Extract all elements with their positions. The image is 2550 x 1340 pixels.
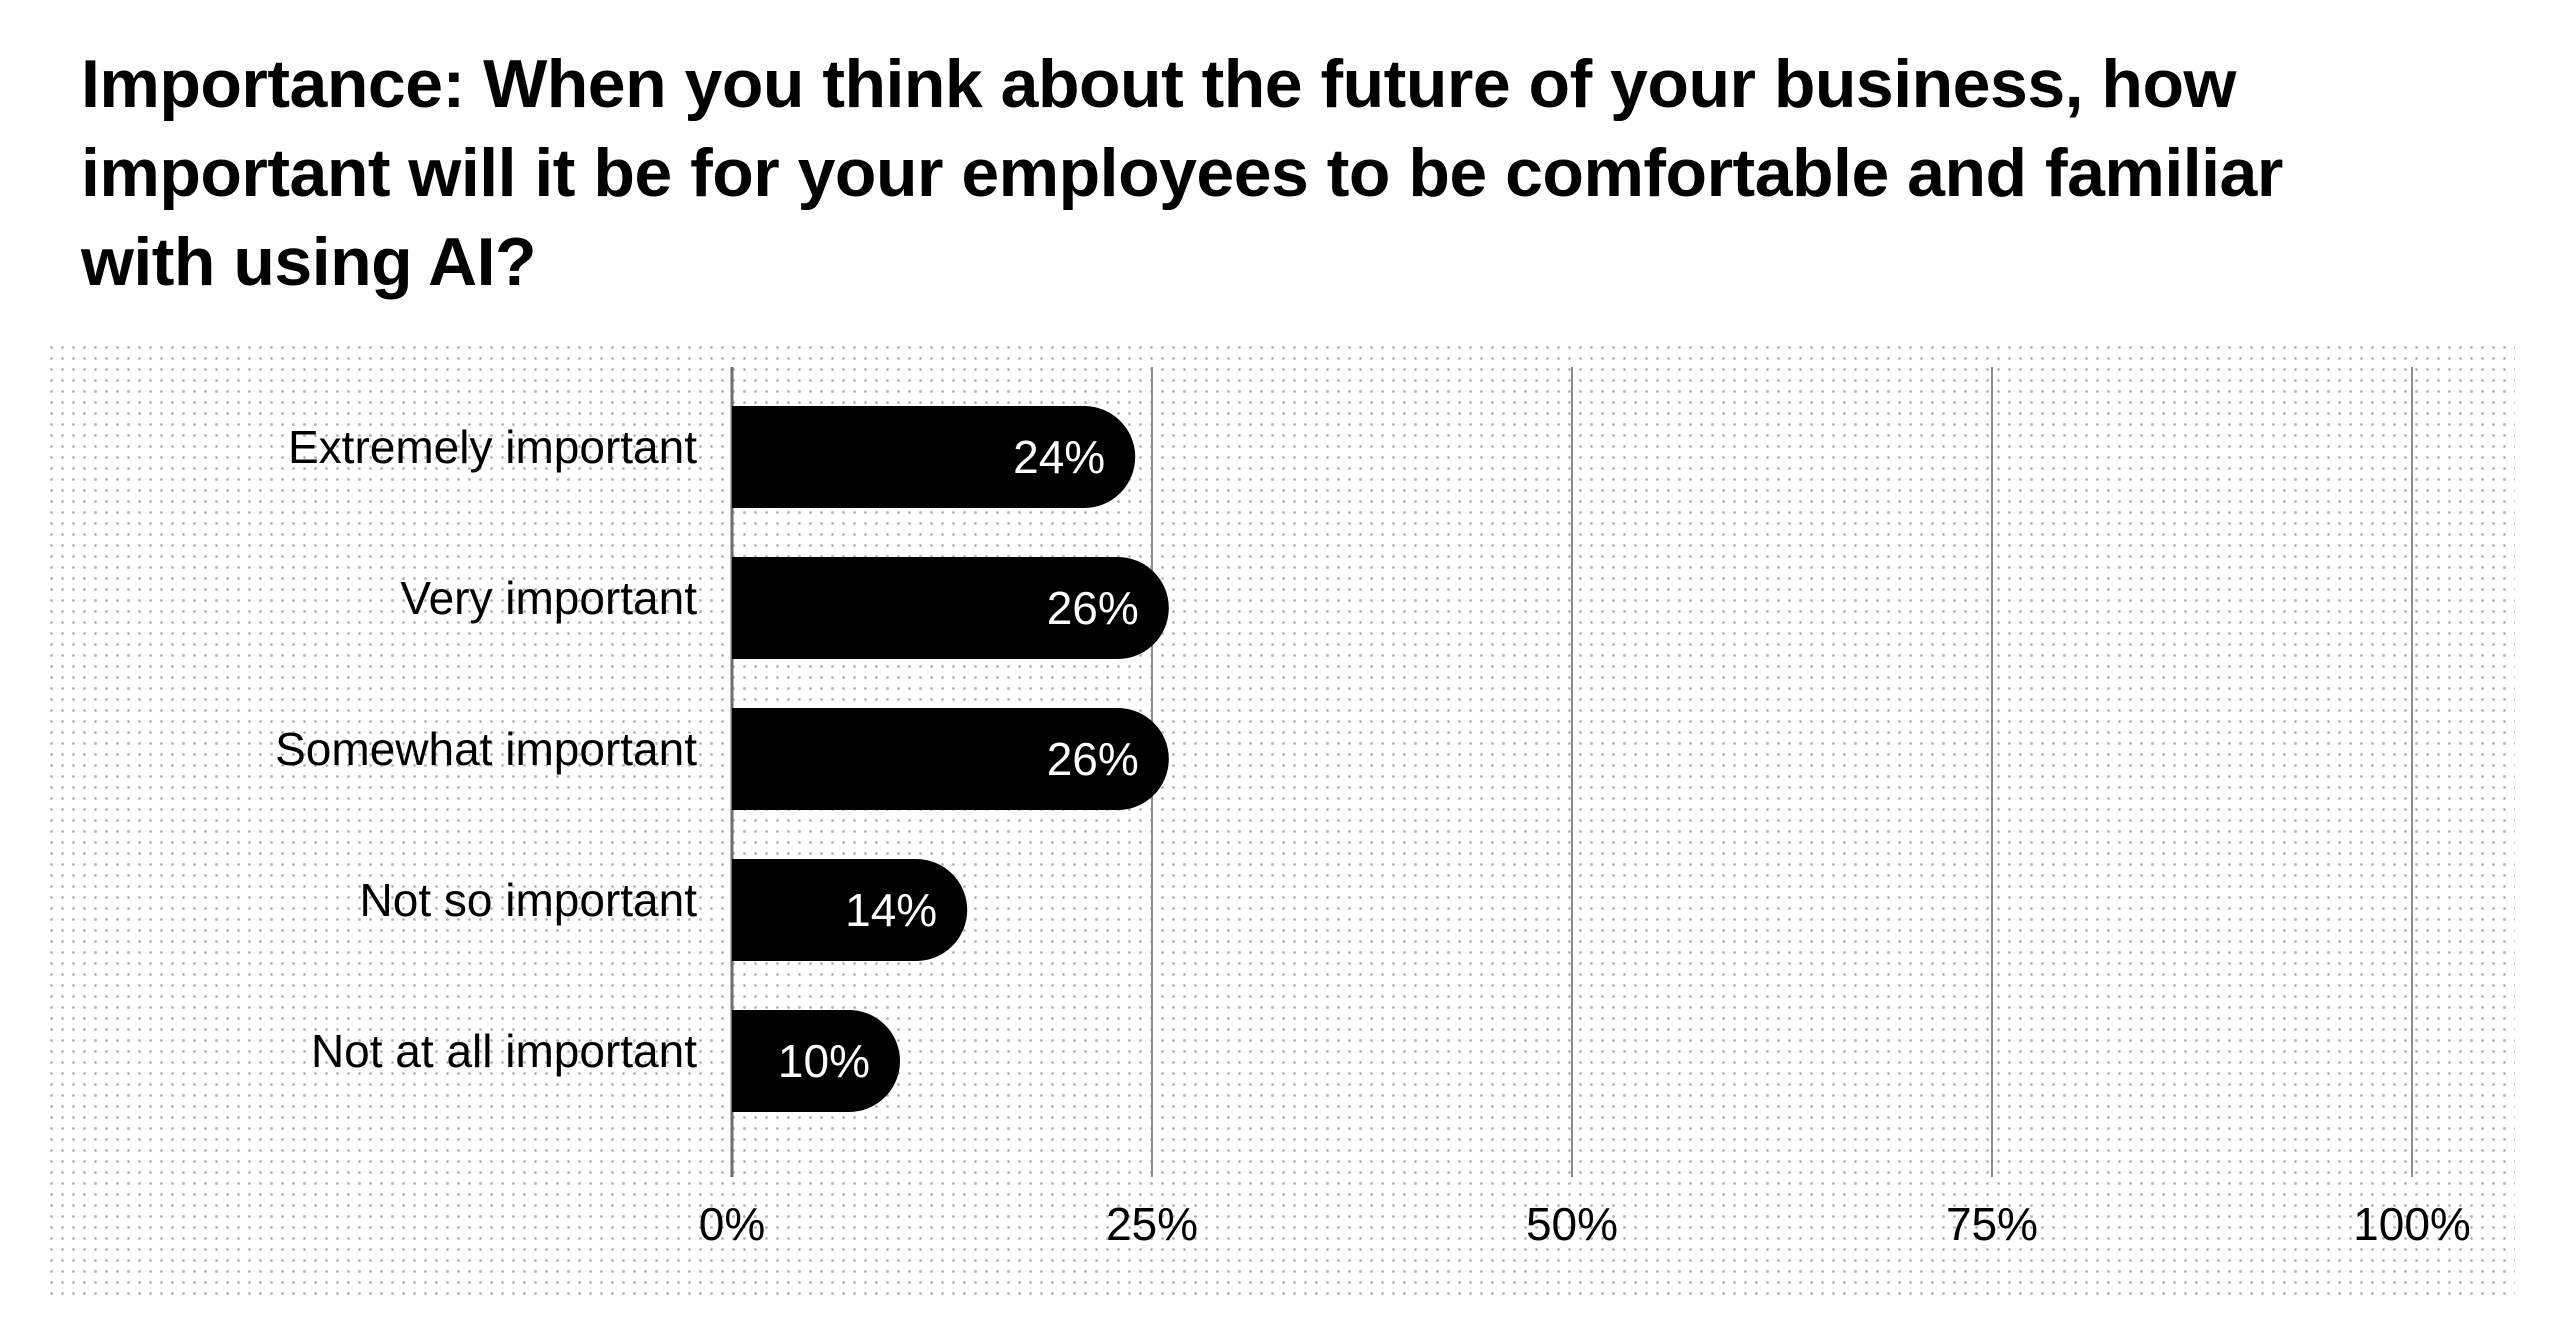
category-label: Not at all important <box>311 1025 697 1077</box>
x-tick-label: 0% <box>699 1198 765 1250</box>
x-tick-label: 75% <box>1946 1198 2038 1250</box>
category-label: Extremely important <box>288 421 697 473</box>
plot-panel <box>46 342 2515 1298</box>
bars: 24% 26% 26% 14% 10% <box>732 406 1169 1112</box>
bar-value-label: 26% <box>1047 733 1139 785</box>
x-tick-labels: 0% 25% 50% 75% 100% <box>699 1198 2471 1250</box>
bar-value-label: 24% <box>1013 431 1105 483</box>
bar-somewhat-important <box>732 708 1169 810</box>
category-label: Not so important <box>360 874 698 926</box>
x-tick-label: 100% <box>2353 1198 2471 1250</box>
bar-value-label: 14% <box>845 884 937 936</box>
bar-very-important <box>732 557 1169 659</box>
chart-title: Importance: When you think about the fut… <box>81 46 2283 300</box>
bar-not-so-important <box>732 859 968 961</box>
bar-not-at-all-important <box>732 1010 900 1112</box>
bar-value-label: 10% <box>778 1035 870 1087</box>
category-labels: Extremely important Very important Somewha… <box>275 421 697 1077</box>
category-label: Somewhat important <box>275 723 697 775</box>
x-tick-label: 25% <box>1106 1198 1198 1250</box>
category-label: Very important <box>400 572 697 624</box>
bar-value-label: 26% <box>1047 582 1139 634</box>
bar-extremely-important <box>732 406 1136 508</box>
x-tick-label: 50% <box>1526 1198 1618 1250</box>
